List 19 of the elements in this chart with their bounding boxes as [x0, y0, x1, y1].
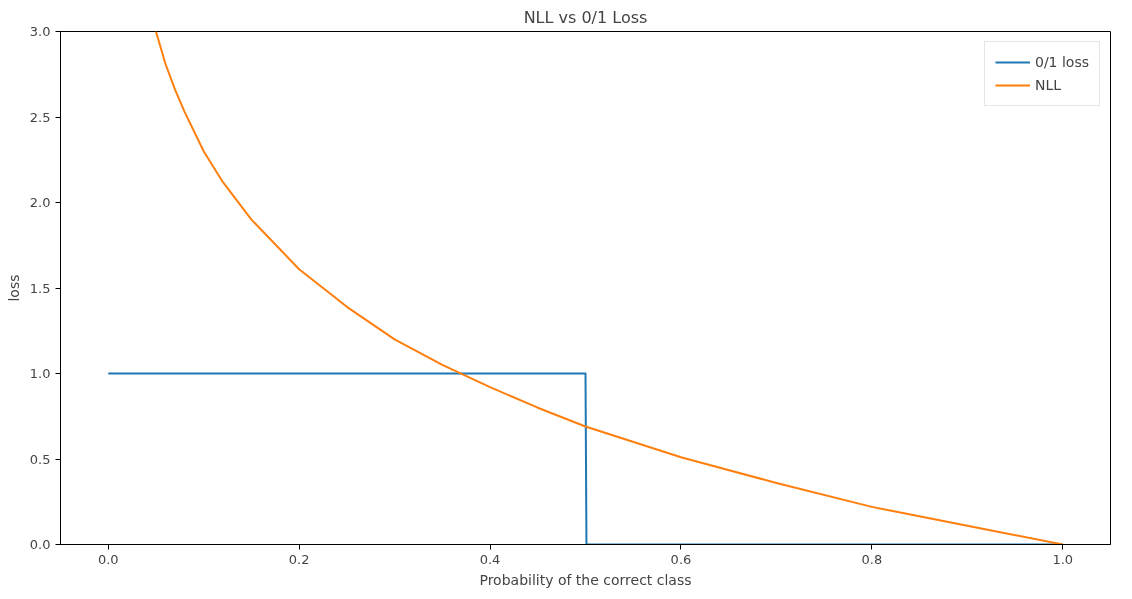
x-tick-label: 0.6 [670, 551, 692, 567]
x-tick-label: 0.0 [97, 551, 119, 567]
y-tick-label: 0.0 [29, 537, 51, 552]
y-tick-label: 1.5 [29, 280, 51, 296]
x-axis-title: Probability of the correct class [479, 571, 692, 588]
legend-label: NLL [1034, 77, 1062, 93]
y-tick-label: 3.0 [29, 24, 51, 39]
x-tick-label: 0.2 [288, 551, 310, 567]
chart-title: NLL vs 0/1 Loss [523, 7, 648, 27]
x-tick-label: 0.8 [861, 551, 883, 567]
y-tick-label: 1.0 [29, 366, 51, 381]
y-tick-label: 0.5 [29, 451, 51, 467]
y-axis-title: loss [5, 274, 22, 302]
line-series [154, 31, 1064, 545]
x-tick-label: 1.0 [1052, 551, 1074, 567]
legend-label: 0/1 loss [1034, 54, 1089, 70]
y-tick-label: 2.5 [29, 109, 51, 125]
x-tick-label: 0.4 [479, 551, 501, 567]
y-tick-label: 2.0 [29, 195, 51, 210]
